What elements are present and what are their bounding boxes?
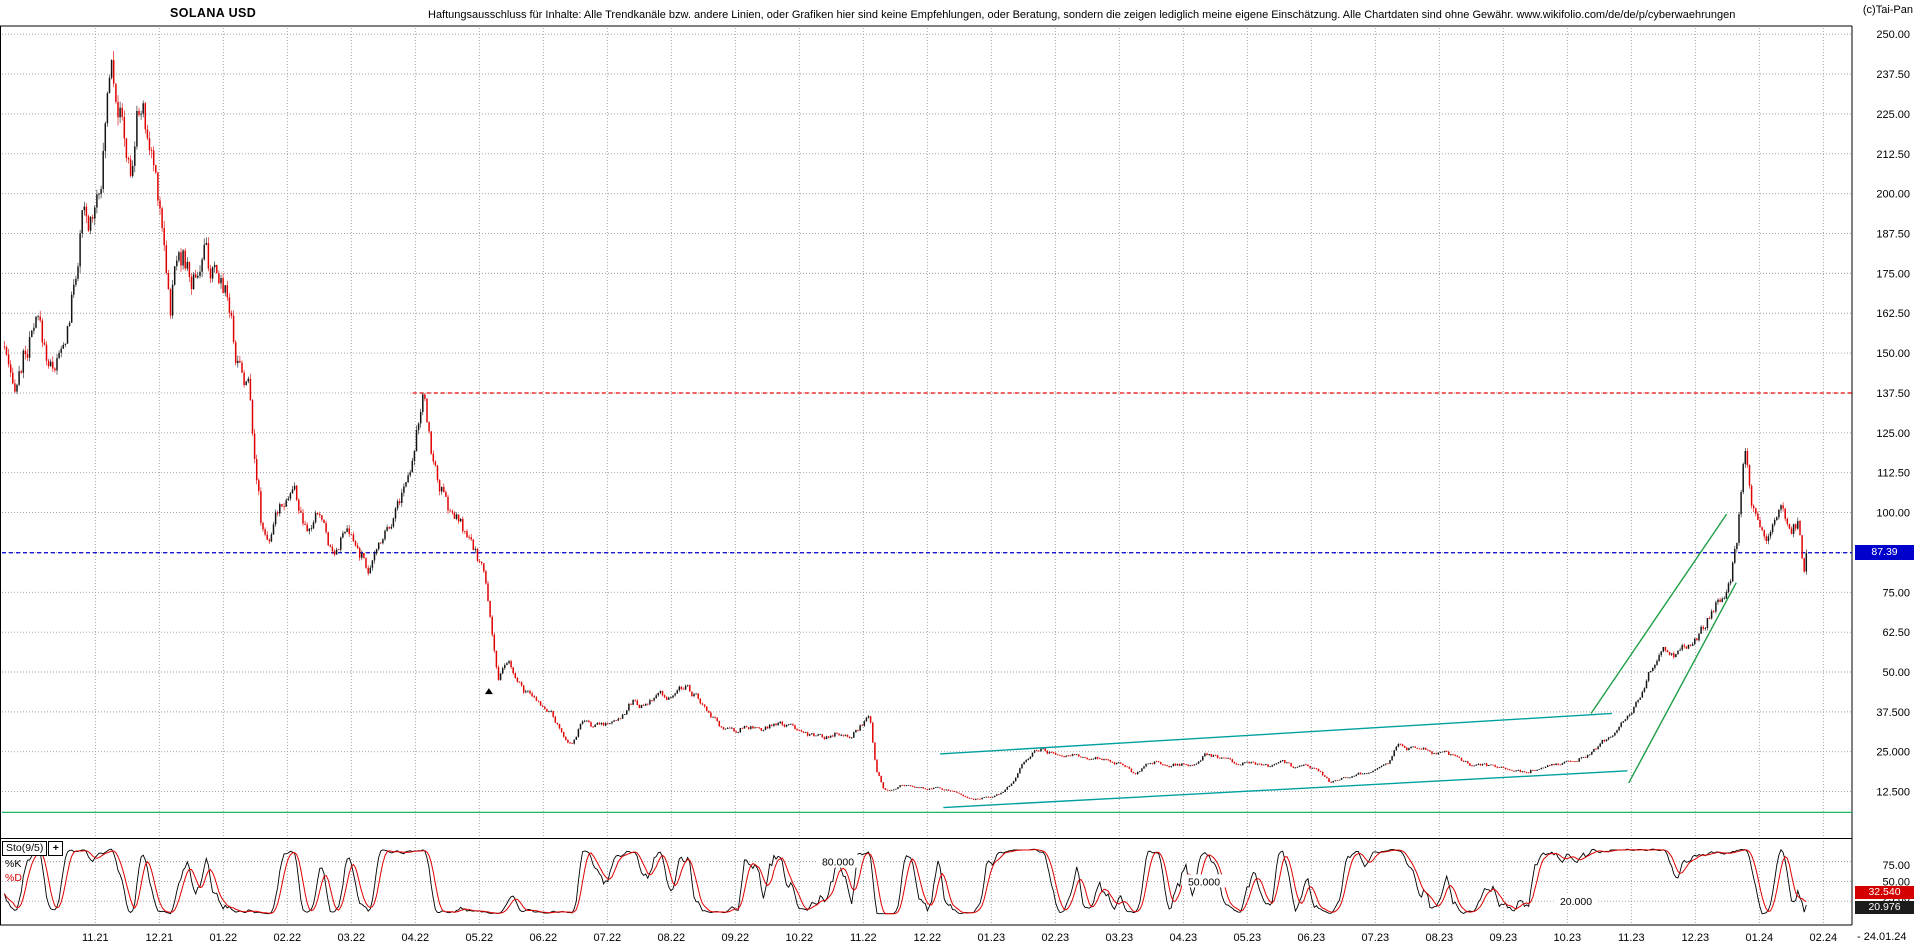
stochastic-k-value-tag: 32.540 [1855,886,1914,899]
x-axis-label: 07.23 [1362,932,1390,944]
x-axis-label: 02.24 [1810,932,1838,944]
green-trend-lower [1628,582,1737,784]
price-axis-label: 237.50 [1876,69,1910,81]
down-candle-bodies [3,60,1805,800]
x-axis-label: 05.22 [466,932,494,944]
x-axis-label: 01.22 [210,932,238,944]
x-axis-label: 03.22 [338,932,366,944]
price-axis-label: 62.50 [1882,627,1910,639]
x-axis-label: 10.23 [1554,932,1582,944]
price-axis-label: 75.00 [1882,587,1910,599]
x-axis-label: 10.22 [786,932,814,944]
x-axis-label: 04.22 [402,932,430,944]
sto-level-label-bg [1182,874,1226,888]
x-axis-label: 06.22 [530,932,558,944]
sto-level-label: 50.000 [1188,876,1220,888]
x-axis-label: 05.23 [1234,932,1262,944]
sto-axis-label: 50.00 [1882,876,1910,888]
stochastic-d-legend: %D [5,872,22,884]
up-candle-wicks [16,59,1807,801]
price-axis-label: 137.50 [1876,388,1910,400]
indicator-name-button[interactable]: Sto(9/5) [2,841,48,856]
up-candle-bodies [16,60,1808,800]
price-axis-label: 150.00 [1876,348,1910,360]
stochastic-d-line [3,849,1807,915]
price-axis-label: 175.00 [1876,268,1910,280]
x-axis-label: 11.23 [1618,932,1645,944]
price-axis-label: 212.50 [1876,149,1910,161]
sto-level-label: 80.000 [822,857,854,869]
x-axis-label: 02.23 [1042,932,1070,944]
price-axis-label: 200.00 [1876,189,1910,201]
price-axis-label: 187.50 [1876,229,1910,241]
x-axis-label: 08.22 [658,932,686,944]
current-price-tag: 87.39 [1855,545,1914,560]
copyright-label: (c)Tai-Pan [1862,4,1913,16]
x-axis-label: 03.23 [1106,932,1134,944]
x-axis-label: 09.22 [722,932,750,944]
x-axis-label: 09.23 [1490,932,1518,944]
x-axis-label: 02.22 [274,932,302,944]
indicator-header: Sto(9/5) + [2,841,64,856]
price-axis-label: 12.500 [1876,787,1910,799]
x-axis-label: 01.23 [978,932,1006,944]
price-axis-label: 50.00 [1882,667,1910,679]
down-candle-wicks [4,51,1805,800]
price-axis-label: 100.00 [1876,508,1910,520]
x-axis-label: 12.21 [146,932,174,944]
price-axis-label: 225.00 [1876,109,1910,121]
price-axis-label: 37.500 [1876,707,1910,719]
sto-level-label-bg [816,854,860,868]
page-title: SOLANA USD [170,6,257,20]
green-trend-upper [1590,513,1728,714]
x-axis-label: 11.21 [82,932,109,944]
x-axis-label: 04.23 [1170,932,1198,944]
x-axis-label: 12.23 [1682,932,1710,944]
x-axis-label: 01.24 [1746,932,1774,944]
sto-level-label: 20.000 [1560,896,1592,908]
sto-level-label-bg [1554,894,1598,908]
x-axis-label: 07.22 [594,932,622,944]
price-axis-label: 250.00 [1876,29,1910,41]
price-axis-label: 112.50 [1877,468,1910,480]
x-axis-label: 12.22 [914,932,942,944]
x-axis-label: 11.22 [850,932,877,944]
price-axis-label: 162.50 [1876,308,1910,320]
price-axis-label: 125.00 [1876,428,1910,440]
x-axis-label: 06.23 [1298,932,1326,944]
teal-channel-upper [940,712,1613,755]
trade-marker [484,688,493,695]
price-axis-label: 25.000 [1876,747,1910,759]
stochastic-d-value-tag: 20.976 [1855,901,1914,914]
stochastic-k-legend: %K [5,858,22,870]
teal-channel-lower [943,770,1628,809]
last-date-label: - 24.01.24 [1857,931,1907,943]
indicator-expand-button[interactable]: + [48,841,64,856]
x-axis-label: 08.23 [1426,932,1454,944]
disclaimer-text: Haftungsausschluss für Inhalte: Alle Tre… [428,9,1736,21]
sto-axis-label: 75.00 [1882,860,1910,872]
